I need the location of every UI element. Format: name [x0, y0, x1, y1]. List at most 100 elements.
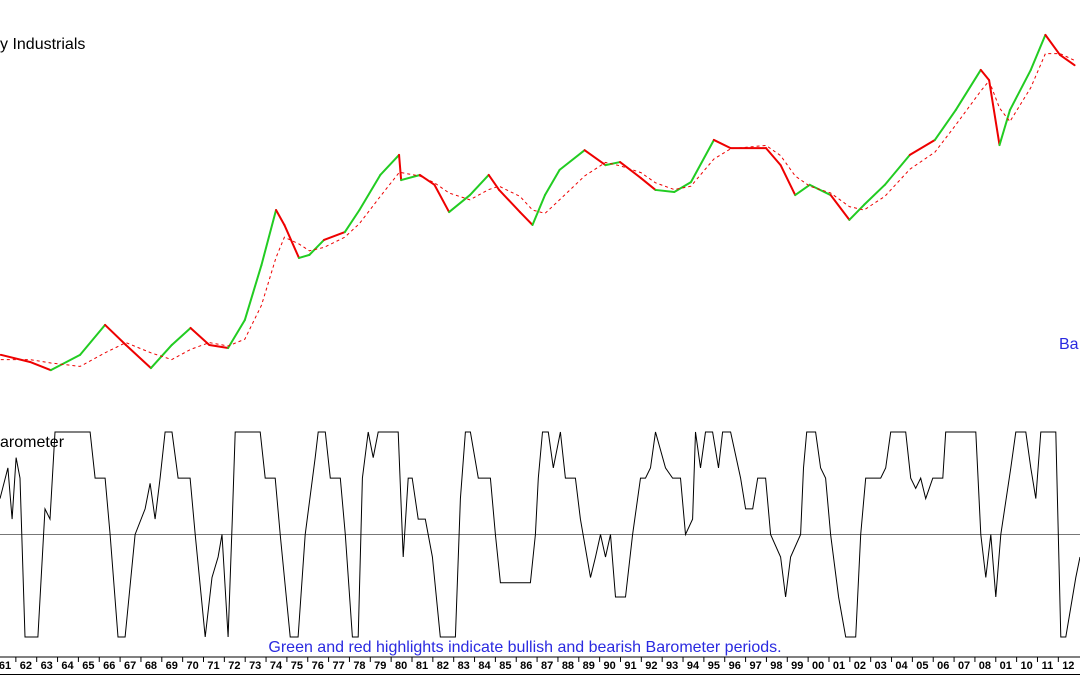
x-tick-label: 05	[916, 660, 928, 672]
x-tick-label: 88	[562, 660, 574, 672]
price-segment	[712, 138, 732, 150]
x-tick-label: 66	[103, 660, 115, 672]
price-segment	[794, 183, 811, 197]
x-tick-label: 07	[958, 660, 970, 672]
x-tick-label: 08	[979, 660, 991, 672]
price-segment	[498, 188, 521, 214]
price-segment	[49, 353, 82, 372]
price-segment	[689, 138, 715, 184]
x-tick-label: 91	[624, 660, 636, 672]
price-segment	[933, 109, 957, 141]
price-segment	[808, 183, 832, 197]
price-segment	[29, 360, 52, 372]
x-tick-label: 02	[854, 660, 866, 672]
x-tick-label: 00	[812, 660, 824, 672]
price-segment	[518, 211, 534, 226]
price-segment	[104, 323, 127, 346]
x-tick-label: 04	[895, 660, 908, 672]
x-tick-label: 03	[875, 660, 887, 672]
price-segment	[243, 264, 263, 322]
price-segment	[283, 223, 300, 259]
price-segment	[433, 183, 451, 214]
price-segment	[883, 153, 911, 186]
price-segment	[208, 343, 230, 350]
price-segment	[639, 177, 657, 191]
price-segment	[275, 209, 286, 226]
price-segment	[544, 168, 561, 197]
price-segment	[531, 194, 547, 226]
x-tick-label: 89	[583, 660, 595, 672]
x-tick-label: 10	[1021, 660, 1033, 672]
price-segment	[988, 79, 1001, 147]
moving-average	[0, 53, 1075, 367]
price-segment	[619, 161, 642, 180]
x-tick-label: 76	[312, 660, 324, 672]
x-tick-label: 72	[228, 660, 240, 672]
price-segment	[0, 353, 32, 363]
x-tick-label: 67	[124, 660, 136, 672]
x-tick-label: 06	[937, 660, 949, 672]
x-tick-label: 64	[61, 660, 74, 672]
x-tick-label: 80	[395, 660, 407, 672]
x-tick-label: 83	[458, 660, 470, 672]
panel-title: arometer	[0, 434, 65, 451]
price-segment	[1044, 33, 1061, 56]
x-tick-label: 68	[145, 660, 157, 672]
price-segment	[358, 173, 382, 211]
price-segment	[1058, 53, 1076, 67]
x-tick-label: 11	[1042, 660, 1054, 672]
x-tick-label: 69	[166, 660, 178, 672]
price-segment	[863, 183, 886, 206]
price-segment	[673, 181, 692, 193]
price-segment	[79, 323, 107, 356]
x-tick-label: 85	[499, 660, 511, 672]
price-segment	[323, 231, 346, 241]
x-tick-label: 90	[604, 660, 616, 672]
price-segment	[558, 149, 586, 171]
price-segment	[379, 153, 401, 176]
barometer-line	[0, 431, 1080, 638]
price-segment	[848, 203, 865, 221]
x-tick-label: 75	[291, 660, 303, 672]
x-tick-label: 81	[416, 660, 428, 672]
price-segment	[954, 68, 982, 112]
x-tick-label: 73	[249, 660, 261, 672]
price-segment	[170, 326, 192, 346]
x-tick-label: 97	[749, 660, 761, 672]
price-segment	[765, 147, 782, 167]
price-segment	[227, 319, 246, 350]
x-tick-label: 84	[478, 660, 491, 672]
price-segment	[297, 253, 311, 259]
x-tick-label: 87	[541, 660, 553, 672]
x-tick-label: 98	[770, 660, 782, 672]
x-tick-label: 78	[353, 660, 365, 672]
x-tick-label: 62	[20, 660, 32, 672]
note: Green and red highlights indicate bullis…	[268, 639, 781, 656]
x-tick-label: 99	[791, 660, 803, 672]
price-segment	[829, 194, 851, 221]
x-tick-label: 82	[437, 660, 449, 672]
price-segment	[398, 153, 403, 182]
price-segment	[979, 68, 991, 82]
x-tick-label: 92	[645, 660, 657, 672]
price-segment	[1008, 68, 1032, 112]
chart-title: y Industrials	[0, 36, 85, 53]
x-tick-label: 63	[41, 660, 53, 672]
x-tick-label: 70	[187, 660, 199, 672]
x-tick-label: 71	[207, 660, 219, 672]
price-segment	[908, 138, 936, 156]
x-tick-label: 77	[332, 660, 344, 672]
x-tick-label: 86	[520, 660, 532, 672]
price-segment	[260, 209, 278, 267]
x-tick-label: 01	[833, 660, 845, 672]
x-tick-label: 74	[270, 660, 283, 672]
x-tick-label: 96	[729, 660, 741, 672]
price-segment	[998, 109, 1011, 147]
price-segment	[124, 343, 152, 370]
price-segment	[654, 188, 676, 193]
price-segment	[1029, 33, 1047, 71]
price-segment	[468, 173, 490, 197]
x-tick-label: 65	[82, 660, 94, 672]
x-tick-label: 12	[1062, 660, 1074, 672]
